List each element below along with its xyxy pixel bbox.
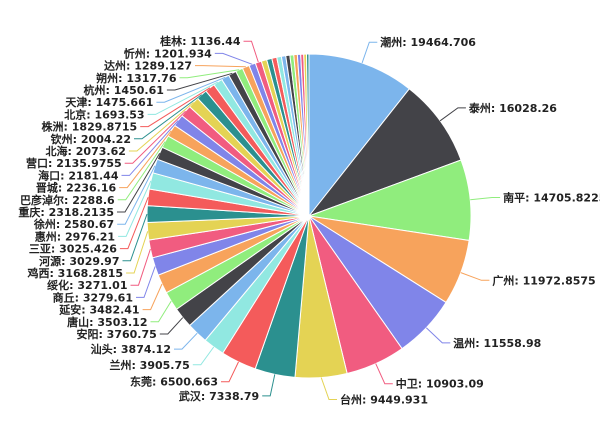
slice-label-23: 巴彦淖尔: 2288.6 <box>20 193 115 207</box>
pie-slice-2[interactable] <box>307 88 462 218</box>
slice-label-24: 晋城: 2236.16 <box>36 181 117 195</box>
leader-line-21 <box>117 165 156 225</box>
leader-line-25 <box>121 120 179 176</box>
leader-line-12 <box>159 317 184 335</box>
slice-label-33: 朔州: 1317.76 <box>96 71 177 85</box>
leader-line-29 <box>140 87 211 128</box>
slice-label-27: 北海: 2073.62 <box>46 144 126 158</box>
slice-label-16: 绥化: 3271.01 <box>47 278 127 292</box>
leader-line-30 <box>147 81 219 115</box>
slice-label-25: 海口: 2181.44 <box>38 168 119 182</box>
slice-label-8: 武汉: 7338.79 <box>179 389 259 403</box>
leader-line-9 <box>221 361 239 383</box>
leader-line-5 <box>425 327 451 344</box>
slice-label-12: 安阳: 3760.75 <box>76 327 156 341</box>
leader-line-8 <box>262 374 276 397</box>
slice-label-20: 惠州: 2976.21 <box>35 229 115 243</box>
slice-label-7: 台州: 9449.931 <box>340 393 428 407</box>
leader-lines <box>117 40 501 400</box>
pie-slice-1[interactable] <box>308 53 411 218</box>
slice-label-26: 营口: 2135.9755 <box>26 156 122 170</box>
leader-line-24 <box>119 130 172 189</box>
slice-label-13: 唐山: 3503.12 <box>67 315 147 329</box>
leader-line-26 <box>124 110 186 164</box>
leader-line-7 <box>320 377 337 400</box>
leader-line-23 <box>117 141 166 201</box>
leader-line-3 <box>470 197 501 201</box>
slice-label-28: 钦州: 2004.22 <box>51 132 131 146</box>
leader-line-33 <box>179 69 240 79</box>
slice-label-14: 延安: 3482.41 <box>58 303 139 317</box>
slice-label-21: 徐州: 2580.67 <box>33 217 114 231</box>
leader-line-1 <box>361 41 378 64</box>
slice-label-34: 达州: 1289.127 <box>104 59 192 73</box>
slice-labels: 潮州: 19464.706 泰州: 16028.26 南平: 14705.8225 广… <box>18 34 600 406</box>
slice-label-35: 忻州: 1201.934 <box>124 46 212 60</box>
leader-line-16 <box>130 248 151 286</box>
leader-line-15 <box>136 266 156 298</box>
slice-label-17: 鸡西: 3168.2815 <box>26 266 123 280</box>
leader-line-36 <box>243 40 259 63</box>
pie-slice-48[interactable] <box>305 53 310 217</box>
slice-label-6: 中卫: 10903.09 <box>396 377 484 391</box>
slice-label-2: 泰州: 16028.26 <box>468 101 557 115</box>
leader-line-11 <box>174 332 198 350</box>
slice-label-9: 东莞: 6500.663 <box>130 375 218 389</box>
leader-line-13 <box>150 300 172 323</box>
slice-label-19: 三亚: 3025.426 <box>29 243 117 256</box>
slice-label-15: 商丘: 3279.61 <box>53 290 133 304</box>
leader-line-27 <box>128 102 194 152</box>
slice-label-29: 株洲: 1829.8715 <box>42 120 138 134</box>
slice-label-1: 潮州: 19464.706 <box>380 35 476 49</box>
slice-label-22: 重庆: 2318.2135 <box>18 205 114 219</box>
slice-label-4: 广州: 11972.8575 <box>492 273 595 287</box>
leader-line-34 <box>195 65 246 68</box>
leader-line-14 <box>142 283 163 311</box>
leader-line-19 <box>119 197 149 250</box>
leader-line-2 <box>439 107 466 122</box>
slice-label-18: 河源: 3029.97 <box>39 254 119 268</box>
slice-label-3: 南平: 14705.8225 <box>503 191 600 205</box>
leader-line-18 <box>122 213 148 262</box>
leader-line-32 <box>166 72 233 91</box>
leader-line-10 <box>192 346 215 366</box>
leader-line-31 <box>156 76 226 103</box>
leader-line-22 <box>117 152 161 213</box>
leader-line-6 <box>375 363 393 385</box>
leader-line-35 <box>214 52 253 65</box>
slice-label-10: 兰州: 3905.75 <box>109 358 189 372</box>
leader-line-20 <box>118 180 152 237</box>
slice-label-32: 杭州: 1450.61 <box>84 83 164 97</box>
slice-label-30: 北京: 1693.53 <box>64 107 144 121</box>
pie-slices <box>146 53 472 379</box>
slice-label-36: 桂林: 1136.44 <box>159 34 241 48</box>
slice-label-5: 温州: 11558.98 <box>453 336 541 350</box>
leader-line-4 <box>460 272 490 281</box>
slice-label-31: 天津: 1475.661 <box>65 95 153 109</box>
slice-label-11: 汕头: 3874.12 <box>91 342 171 356</box>
leader-line-17 <box>126 231 149 274</box>
leader-line-28 <box>134 94 202 140</box>
